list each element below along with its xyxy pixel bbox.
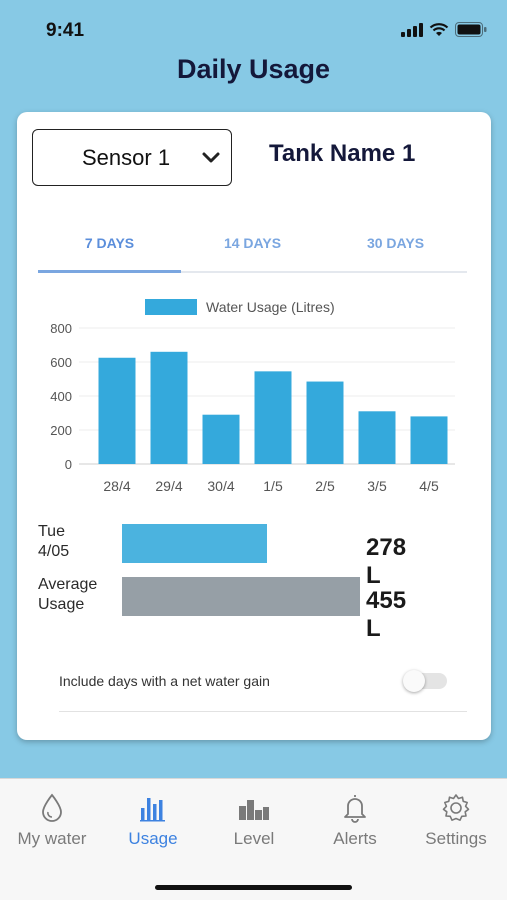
gear-icon bbox=[442, 794, 470, 821]
x-tick-label: 2/5 bbox=[315, 478, 335, 494]
battery-icon bbox=[455, 22, 487, 37]
nav-alerts-label: Alerts bbox=[333, 829, 377, 848]
average-usage-label: Average Usage bbox=[38, 575, 118, 615]
x-tick-label: 3/5 bbox=[367, 478, 387, 494]
home-indicator bbox=[155, 885, 352, 890]
average-usage-label-line1: Average bbox=[38, 576, 98, 593]
tab-30-days[interactable]: 30 DAYS bbox=[366, 235, 425, 251]
average-usage-bar bbox=[122, 577, 360, 616]
y-tick-label: 800 bbox=[50, 321, 72, 336]
nav-settings-label: Settings bbox=[425, 829, 487, 848]
nav-level[interactable]: Level bbox=[204, 791, 304, 849]
x-tick-label: 4/5 bbox=[419, 478, 439, 494]
x-tick-label: 28/4 bbox=[103, 478, 130, 494]
cellular-signal-icon bbox=[401, 22, 423, 37]
tank-name: Tank Name 1 bbox=[269, 140, 416, 167]
wifi-icon bbox=[429, 22, 449, 36]
sensor-dropdown-value: Sensor 1 bbox=[82, 144, 171, 170]
day-usage-label-day: Tue bbox=[38, 523, 65, 540]
tab-7-days[interactable]: 7 DAYS bbox=[84, 235, 135, 251]
average-usage-value: 455 L bbox=[366, 587, 407, 642]
nav-level-label: Level bbox=[233, 829, 275, 848]
legend-swatch bbox=[145, 299, 197, 315]
range-tabs: 7 DAYS 14 DAYS 30 DAYS bbox=[38, 220, 467, 273]
y-tick-label: 400 bbox=[50, 389, 72, 404]
bar bbox=[150, 351, 188, 464]
day-usage-label-date: 4/05 bbox=[38, 543, 70, 560]
bar bbox=[98, 357, 136, 464]
bar bbox=[254, 371, 292, 464]
chevron-down-icon bbox=[202, 152, 220, 163]
page-title: Daily Usage bbox=[176, 54, 331, 84]
x-tick-label: 1/5 bbox=[263, 478, 283, 494]
y-tick-label: 600 bbox=[50, 355, 72, 370]
bar bbox=[306, 381, 344, 464]
level-icon bbox=[239, 800, 269, 820]
usage-card: Sensor 1 Tank Name 1 7 DAYS 14 DAYS 30 D… bbox=[17, 112, 491, 740]
nav-settings[interactable]: Settings bbox=[406, 791, 506, 849]
nav-alerts[interactable]: Alerts bbox=[305, 791, 405, 849]
bar bbox=[358, 411, 396, 464]
net-gain-toggle[interactable] bbox=[403, 670, 447, 692]
x-tick-label: 30/4 bbox=[207, 478, 234, 494]
day-usage-value: 278 L bbox=[366, 534, 407, 589]
average-usage-label-line2: Usage bbox=[38, 596, 85, 613]
day-usage-label: Tue 4/05 bbox=[38, 522, 118, 562]
nav-my-water[interactable]: My water bbox=[2, 791, 102, 849]
usage-bar-chart: Water Usage (Litres) 0 200 400 600 800 28/4 29/… bbox=[50, 299, 455, 494]
water-drop-icon bbox=[42, 793, 62, 822]
status-icons bbox=[401, 22, 487, 37]
status-time: 9:41 bbox=[46, 20, 85, 41]
nav-usage-label: Usage bbox=[128, 829, 178, 848]
day-usage-bar bbox=[122, 524, 268, 563]
nav-usage[interactable]: Usage bbox=[103, 791, 203, 849]
tab-indicator bbox=[38, 270, 181, 273]
net-gain-toggle-row: Include days with a net water gain bbox=[59, 662, 467, 712]
y-tick-label: 200 bbox=[50, 423, 72, 438]
net-gain-toggle-label: Include days with a net water gain bbox=[59, 673, 270, 689]
bar bbox=[202, 414, 240, 464]
status-bar: 9:41 bbox=[0, 0, 507, 60]
y-tick-label: 0 bbox=[65, 457, 72, 472]
sensor-dropdown[interactable]: Sensor 1 bbox=[32, 129, 232, 186]
nav-my-water-label: My water bbox=[17, 829, 87, 848]
legend-label: Water Usage (Litres) bbox=[206, 299, 335, 315]
toggle-knob bbox=[403, 670, 425, 692]
tab-14-days[interactable]: 14 DAYS bbox=[223, 235, 282, 251]
x-tick-label: 29/4 bbox=[155, 478, 182, 494]
bottom-tab-bar: My water Usage Level bbox=[0, 778, 507, 900]
bar-chart-icon bbox=[140, 798, 165, 822]
bell-icon bbox=[344, 795, 366, 823]
bar bbox=[410, 416, 448, 464]
